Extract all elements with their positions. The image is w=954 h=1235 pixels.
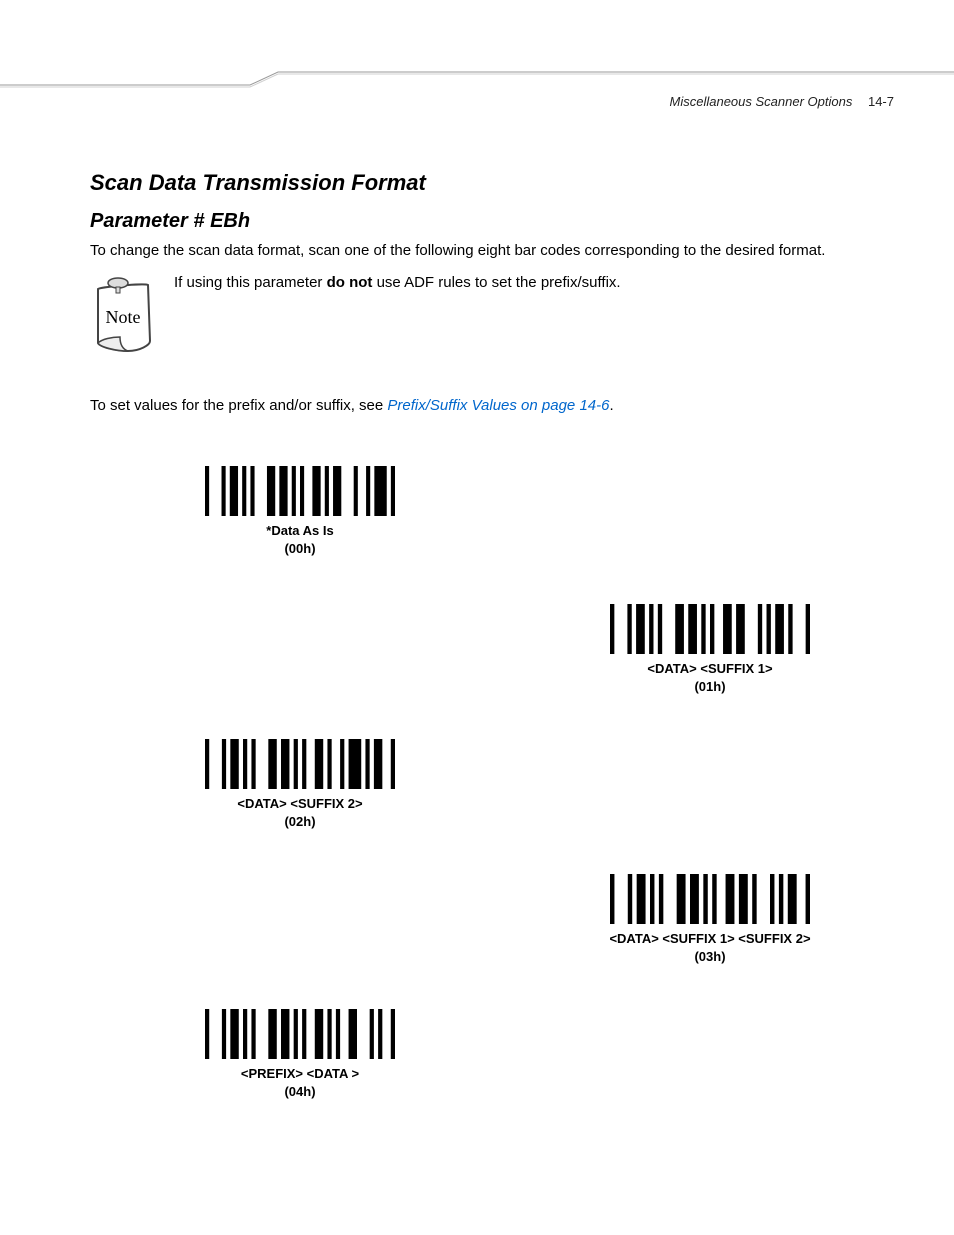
intro-text: To change the scan data format, scan one… bbox=[90, 241, 894, 261]
barcode-label: <DATA> <SUFFIX 2> (02h) bbox=[200, 795, 400, 830]
barcode-label: *Data As Is (00h) bbox=[200, 522, 400, 557]
note-bold: do not bbox=[327, 274, 373, 291]
section-title: Miscellaneous Scanner Options bbox=[670, 94, 853, 109]
running-head: Miscellaneous Scanner Options 14-7 bbox=[670, 94, 894, 109]
barcode-data-as-is: *Data As Is (00h) bbox=[200, 466, 400, 557]
note-icon: Note bbox=[90, 271, 160, 361]
ref-link[interactable]: Prefix/Suffix Values on page 14-6 bbox=[387, 397, 609, 414]
ref-suffix: . bbox=[609, 397, 613, 414]
page: Miscellaneous Scanner Options 14-7 Scan … bbox=[0, 0, 954, 1235]
barcode-data-suffix1-suffix2: <DATA> <SUFFIX 1> <SUFFIX 2> (03h) bbox=[600, 874, 820, 965]
ref-prefix: To set values for the prefix and/or suff… bbox=[90, 397, 387, 414]
note-suffix: use ADF rules to set the prefix/suffix. bbox=[372, 274, 620, 291]
barcode-data-suffix2: <DATA> <SUFFIX 2> (02h) bbox=[200, 739, 400, 830]
barcode-prefix-data: <PREFIX> <DATA > (04h) bbox=[200, 1009, 400, 1100]
barcode-data-suffix1: <DATA> <SUFFIX 1> (01h) bbox=[600, 604, 820, 695]
barcode-label: <DATA> <SUFFIX 1> (01h) bbox=[600, 660, 820, 695]
note-badge-text: Note bbox=[106, 307, 141, 327]
heading-2: Parameter # EBh bbox=[90, 210, 894, 233]
barcode-svg bbox=[205, 739, 395, 789]
note-text: If using this parameter do not use ADF r… bbox=[174, 271, 621, 293]
barcode-svg bbox=[610, 874, 810, 924]
reference-line: To set values for the prefix and/or suff… bbox=[90, 397, 894, 414]
barcode-label: <PREFIX> <DATA > (04h) bbox=[200, 1065, 400, 1100]
page-number: 14-7 bbox=[868, 94, 894, 109]
barcode-svg bbox=[205, 466, 395, 516]
note-prefix: If using this parameter bbox=[174, 274, 327, 291]
barcode-svg bbox=[610, 604, 810, 654]
heading-1: Scan Data Transmission Format bbox=[90, 170, 894, 196]
content: Scan Data Transmission Format Parameter … bbox=[90, 170, 894, 414]
barcode-svg bbox=[205, 1009, 395, 1059]
barcode-label: <DATA> <SUFFIX 1> <SUFFIX 2> (03h) bbox=[600, 930, 820, 965]
note-block: Note If using this parameter do not use … bbox=[90, 271, 894, 361]
